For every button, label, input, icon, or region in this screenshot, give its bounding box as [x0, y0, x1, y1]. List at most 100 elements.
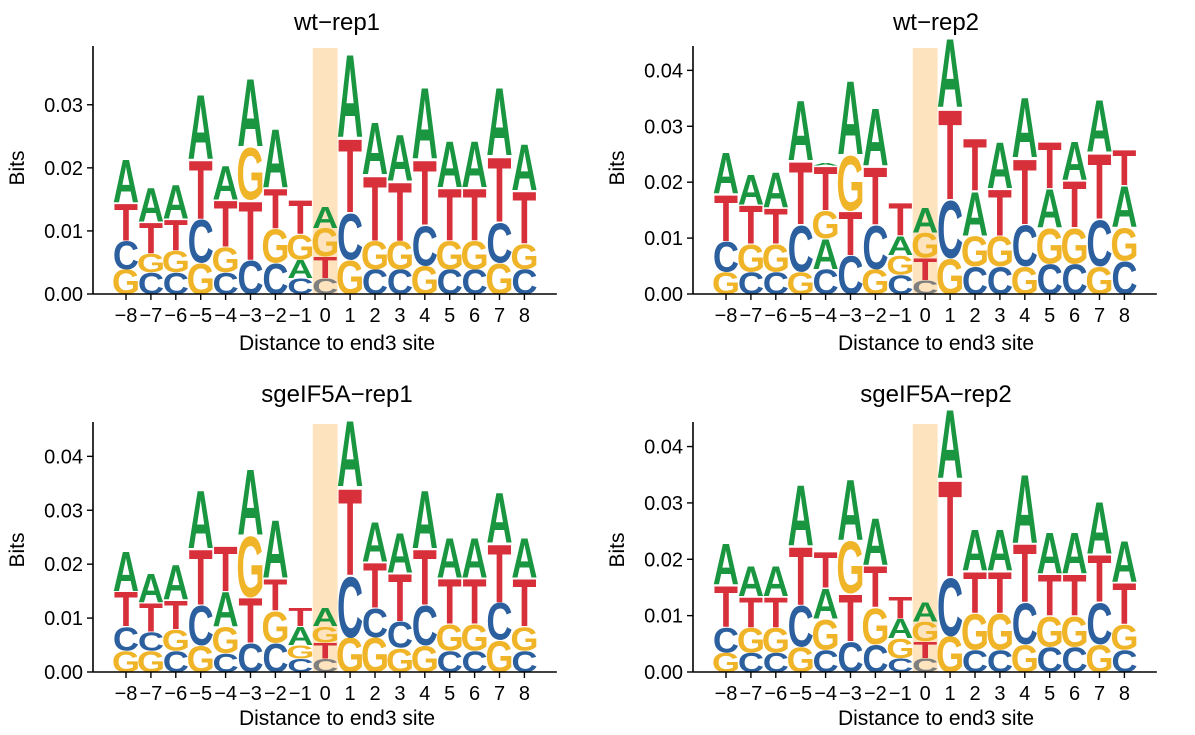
logo-letter-G: G [1110, 218, 1138, 270]
x-tick-label: −2 [864, 305, 887, 327]
y-tick-label: 0.04 [44, 446, 83, 468]
x-tick-label: −7 [739, 305, 762, 327]
logo-letter-A: A [462, 129, 488, 202]
logo-letter-G: G [1061, 218, 1089, 274]
x-tick-label: 7 [494, 305, 505, 327]
logo-letter-A: A [937, 19, 963, 128]
logo-letter-G: G [212, 620, 240, 662]
logo-letter-G: G [961, 605, 989, 661]
x-tick-label: 2 [369, 305, 380, 327]
logo-letter-T: T [814, 542, 838, 599]
x-tick-label: 8 [519, 305, 530, 327]
x-tick-label: 5 [444, 683, 455, 705]
logo-letter-G: G [762, 621, 790, 660]
x-tick-label: −4 [814, 305, 837, 327]
x-tick-label: 4 [419, 305, 430, 327]
logo-letter-T: T [938, 84, 962, 227]
logo-letter-C: C [113, 234, 139, 278]
x-tick-label: 0 [920, 683, 931, 705]
logo-letter-C: C [337, 201, 363, 274]
panel-title: wt−rep1 [293, 9, 380, 36]
logo-letter-T: T [189, 143, 213, 236]
logo-letter-A: A [138, 179, 164, 233]
logo-letter-A: A [262, 504, 288, 596]
x-tick-label: −2 [864, 683, 887, 705]
logo-letter-T: T [863, 554, 887, 620]
logo-letter-G: G [961, 228, 989, 275]
x-tick-label: 8 [1119, 305, 1130, 327]
logo-letter-A: A [837, 461, 863, 557]
y-tick-label: 0.04 [644, 437, 683, 459]
y-tick-label: 0.03 [44, 95, 83, 117]
x-tick-label: −3 [239, 305, 262, 327]
logo-letter-A: A [213, 583, 239, 637]
highlight-band [912, 424, 938, 672]
logo-letter-A: A [962, 519, 988, 584]
logo-letter-A: A [1037, 522, 1063, 587]
logo-letter-A: A [163, 556, 189, 610]
y-axis-label: Bits [606, 532, 629, 567]
logo-letter-G: G [261, 602, 289, 653]
logo-letter-T: T [963, 124, 987, 206]
logo-letter-T: T [263, 569, 287, 619]
panel-title: sgeIF5A−rep1 [261, 381, 412, 408]
y-tick-label: 0.02 [644, 549, 683, 571]
x-tick-label: −2 [264, 305, 287, 327]
x-tick-label: 7 [1094, 305, 1105, 327]
logo-letter-G: G [836, 527, 864, 610]
logo-letter-T: T [988, 560, 1012, 626]
logo-letter-G: G [986, 605, 1014, 661]
logo-letter-T: T [288, 191, 312, 245]
logo-letter-G: G [886, 633, 914, 664]
logo-letter-C: C [188, 595, 214, 658]
logo-letter-G: G [286, 642, 314, 663]
x-tick-label: −5 [789, 305, 812, 327]
logo-letter-G: G [311, 623, 339, 648]
logo-letter-T: T [1063, 563, 1087, 629]
logo-letter-T: T [488, 138, 512, 241]
logo-letter-A: A [763, 558, 789, 606]
x-tick-label: 1 [345, 683, 356, 705]
x-tick-label: −6 [164, 683, 187, 705]
logo-letter-T: T [888, 194, 912, 246]
logo-letter-C: C [937, 563, 963, 654]
x-tick-label: −5 [189, 305, 212, 327]
logo-letter-A: A [813, 231, 839, 278]
logo-letter-T: T [863, 150, 887, 242]
logo-letter-A: A [912, 597, 938, 628]
x-tick-label: 5 [1044, 305, 1055, 327]
logo-letter-A: A [486, 69, 512, 176]
logo-letter-C: C [713, 234, 739, 281]
logo-letter-G: G [311, 222, 339, 266]
logo-letter-T: T [839, 200, 863, 269]
logo-letter-A: A [813, 581, 839, 629]
logo-letter-A: A [237, 60, 263, 167]
logo-letter-T: T [313, 638, 338, 663]
y-tick-label: 0.03 [44, 500, 83, 522]
y-tick-label: 0.03 [644, 116, 683, 138]
logo-letter-G: G [1110, 618, 1138, 657]
logo-letter-G: G [361, 234, 389, 278]
logo-letter-A: A [1111, 530, 1137, 595]
x-tick-label: 4 [1019, 305, 1030, 327]
logo-letter-A: A [837, 59, 863, 177]
logo-letter-A: A [813, 162, 839, 166]
logo-letter-G: G [261, 220, 289, 274]
logo-letter-T: T [789, 530, 813, 622]
x-axis-label: Distance to end3 site [838, 332, 1034, 355]
logo-letter-T: T [512, 565, 536, 641]
x-axis-label: Distance to end3 site [838, 707, 1034, 730]
logo-letter-G: G [911, 616, 939, 647]
x-tick-label: −1 [889, 683, 912, 705]
logo-letter-C: C [138, 626, 164, 656]
logo-letter-T: T [438, 567, 462, 638]
logo-letter-A: A [987, 519, 1013, 584]
logo-letter-T: T [263, 178, 287, 241]
logo-letter-G: G [986, 228, 1014, 275]
y-tick-label: 0.02 [44, 554, 83, 576]
logo-letter-T: T [764, 588, 788, 636]
x-tick-label: 8 [1119, 683, 1130, 705]
logo-letter-A: A [362, 108, 388, 191]
logo-letter-T: T [463, 567, 487, 638]
logo-letter-T: T [139, 595, 163, 641]
